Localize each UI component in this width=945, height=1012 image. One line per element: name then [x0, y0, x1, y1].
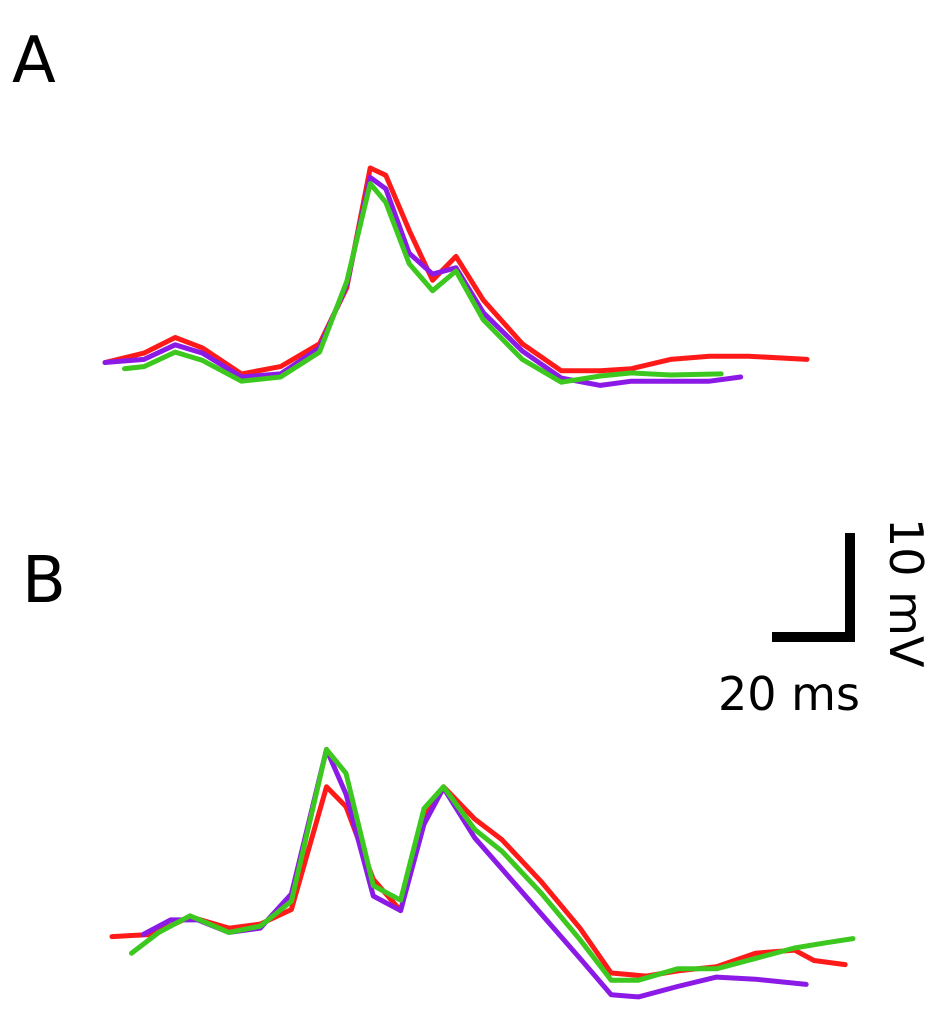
panel-b-trace-purple — [140, 746, 809, 1000]
panel-a-trace-purple — [102, 174, 744, 388]
panel-a-trace-red — [102, 165, 810, 377]
scale-bar-voltage-label: 10 mV — [879, 518, 933, 668]
panel-a-trace-green — [122, 181, 724, 385]
panel-a-traces — [102, 165, 810, 388]
panel-b-trace-red — [109, 784, 848, 979]
panel-label-b: B — [22, 544, 66, 618]
scale-bar — [772, 533, 855, 642]
panel-b-trace-green — [129, 746, 856, 983]
panel-label-a: A — [12, 24, 56, 98]
scale-bar-time-label: 20 ms — [718, 667, 860, 721]
panel-b-traces — [109, 746, 856, 1000]
